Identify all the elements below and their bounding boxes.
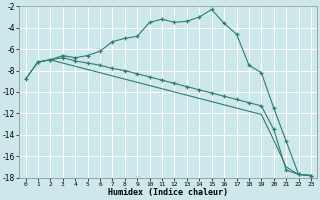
X-axis label: Humidex (Indice chaleur): Humidex (Indice chaleur) <box>108 188 228 197</box>
